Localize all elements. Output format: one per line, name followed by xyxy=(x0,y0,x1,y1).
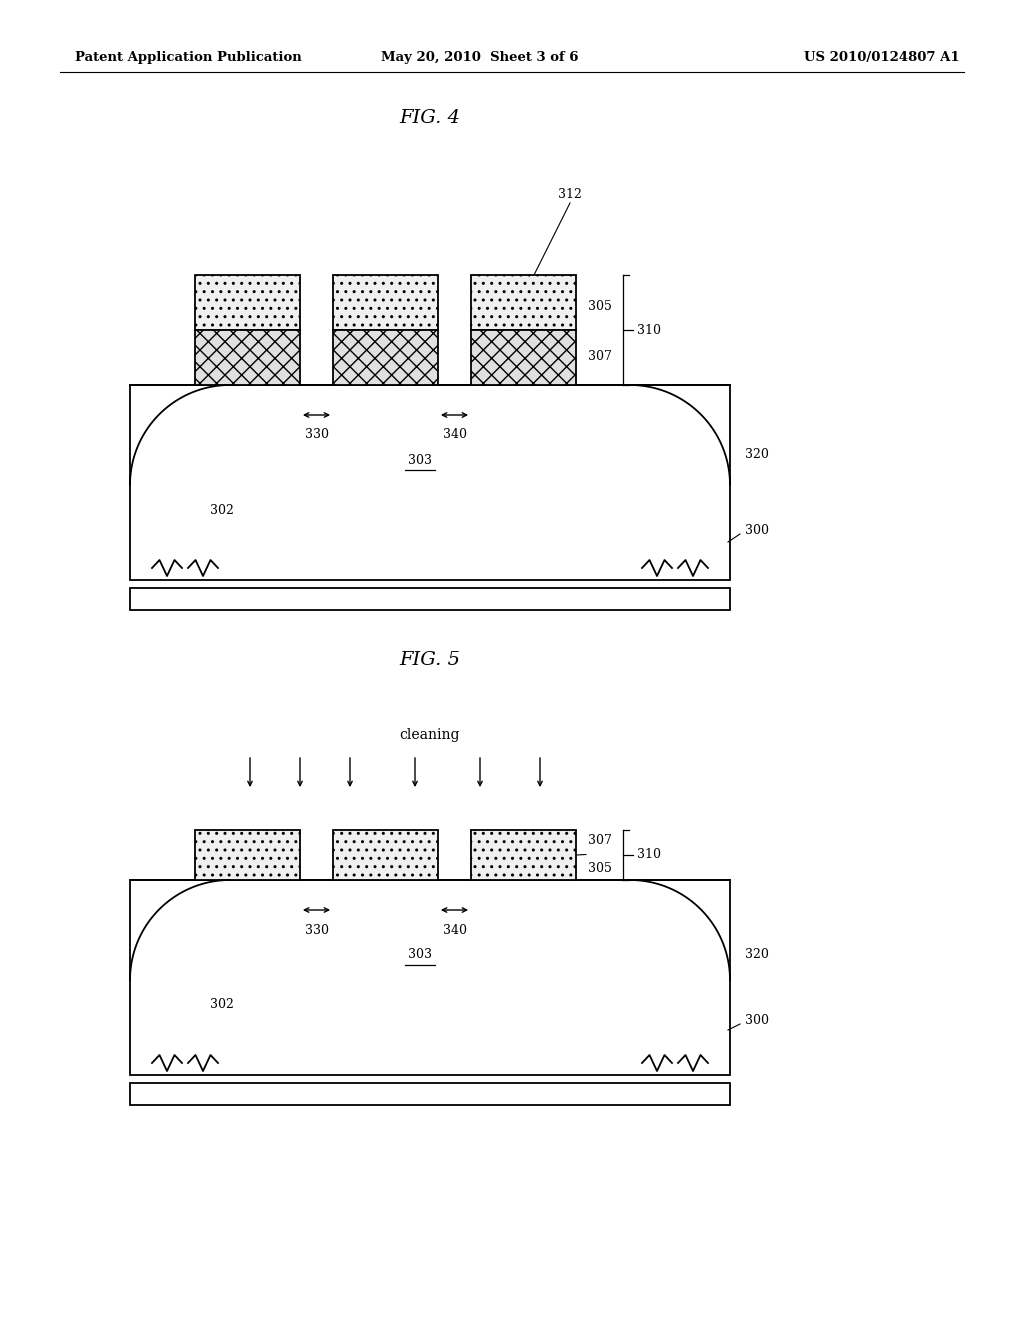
Text: 307: 307 xyxy=(588,834,612,847)
Text: 330: 330 xyxy=(304,429,329,441)
Text: 310: 310 xyxy=(637,323,662,337)
Text: 300: 300 xyxy=(745,1014,769,1027)
Text: 320: 320 xyxy=(745,949,769,961)
Text: May 20, 2010  Sheet 3 of 6: May 20, 2010 Sheet 3 of 6 xyxy=(381,51,579,65)
Bar xyxy=(195,830,300,880)
Text: 302: 302 xyxy=(210,998,233,1011)
Text: 300: 300 xyxy=(745,524,769,536)
Bar xyxy=(333,330,438,385)
Bar xyxy=(130,880,730,1074)
Text: Patent Application Publication: Patent Application Publication xyxy=(75,51,302,65)
Bar xyxy=(471,830,575,880)
Text: 330: 330 xyxy=(304,924,329,936)
Text: 310: 310 xyxy=(637,849,662,862)
Text: 302: 302 xyxy=(210,503,233,516)
Text: 312: 312 xyxy=(558,189,582,202)
Bar xyxy=(471,330,575,385)
Text: 340: 340 xyxy=(442,924,467,936)
Text: 303: 303 xyxy=(408,949,432,961)
Text: FIG. 5: FIG. 5 xyxy=(399,651,461,669)
Text: 307: 307 xyxy=(588,351,612,363)
Text: US 2010/0124807 A1: US 2010/0124807 A1 xyxy=(805,51,961,65)
Bar xyxy=(471,275,575,330)
Bar xyxy=(333,275,438,330)
Text: cleaning: cleaning xyxy=(399,729,460,742)
Bar xyxy=(130,385,730,579)
Text: 305: 305 xyxy=(588,862,612,874)
Bar xyxy=(195,275,300,330)
Bar xyxy=(195,330,300,385)
Bar xyxy=(130,587,730,610)
Bar xyxy=(130,1082,730,1105)
Text: FIG. 4: FIG. 4 xyxy=(399,110,461,127)
Text: 303: 303 xyxy=(408,454,432,466)
Text: 340: 340 xyxy=(442,429,467,441)
Text: 320: 320 xyxy=(745,449,769,462)
Text: 305: 305 xyxy=(588,301,612,314)
Bar xyxy=(333,830,438,880)
